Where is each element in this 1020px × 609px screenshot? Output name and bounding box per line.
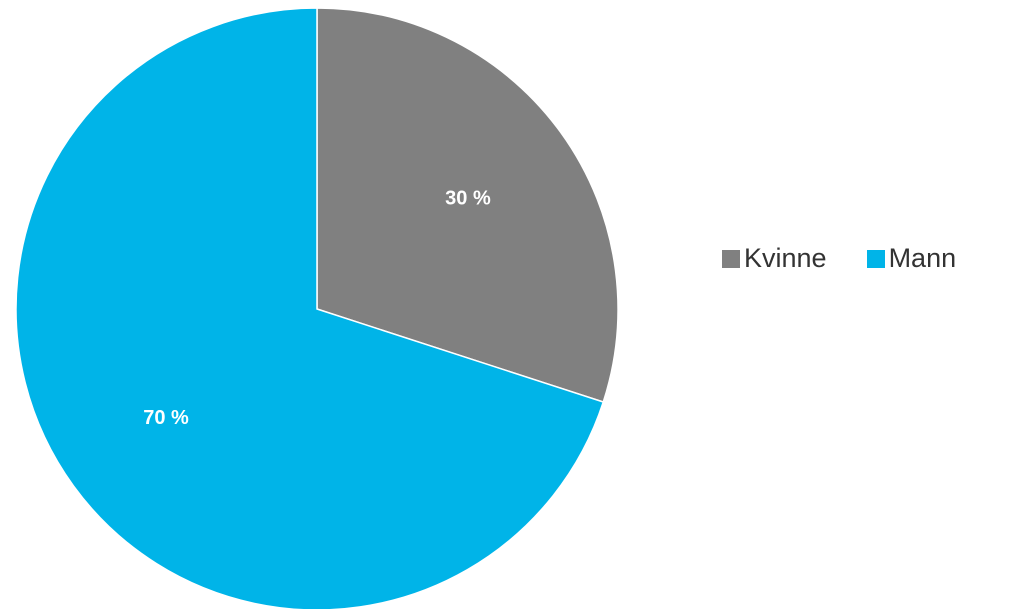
pie-slice-kvinne <box>316 7 619 403</box>
pie-slice-mann <box>15 7 605 609</box>
legend-swatch-mann <box>866 249 885 268</box>
legend-swatch-kvinne <box>722 249 740 268</box>
data-label-mann: 70 % <box>143 407 189 429</box>
legend-item-kvinne: Kvinne <box>722 243 827 274</box>
legend-label-kvinne: Kvinne <box>744 243 827 273</box>
legend-item-mann: Mann <box>866 243 957 274</box>
chart-legend: Kvinne Mann <box>722 243 956 274</box>
legend-label-mann: Mann <box>888 243 957 273</box>
data-label-kvinne: 30 % <box>445 188 491 210</box>
